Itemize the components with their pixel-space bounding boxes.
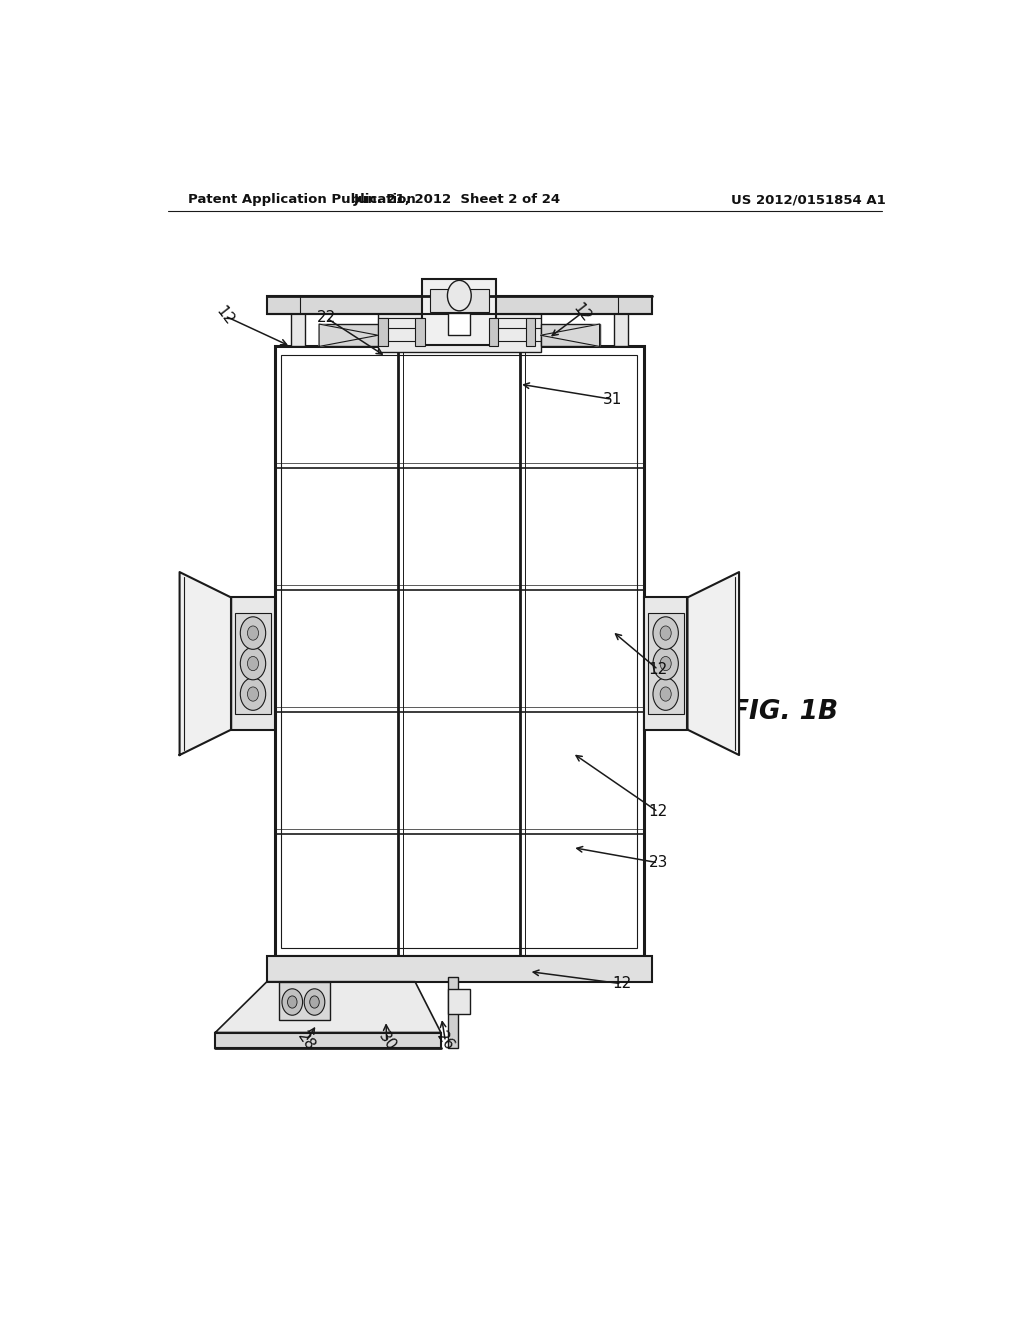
Text: 22: 22 (316, 310, 336, 326)
Circle shape (241, 647, 265, 680)
Circle shape (653, 647, 678, 680)
Circle shape (248, 686, 258, 701)
Circle shape (660, 626, 671, 640)
Circle shape (288, 995, 297, 1008)
Text: 12: 12 (612, 977, 631, 991)
Bar (449, 313, 470, 335)
Bar (267, 956, 652, 982)
Text: 26: 26 (434, 1030, 457, 1053)
Circle shape (304, 989, 325, 1015)
Bar (644, 598, 687, 730)
Bar (291, 296, 305, 346)
Text: 12: 12 (648, 663, 668, 677)
Bar (648, 612, 684, 714)
Text: Patent Application Publication: Patent Application Publication (187, 193, 416, 206)
Bar (282, 355, 638, 948)
Circle shape (653, 616, 678, 649)
Bar (525, 318, 536, 346)
Text: 31: 31 (602, 392, 622, 407)
Bar (423, 280, 497, 346)
Bar (541, 325, 600, 346)
Text: US 2012/0151854 A1: US 2012/0151854 A1 (731, 193, 886, 206)
Text: 23: 23 (648, 855, 668, 870)
Bar (415, 318, 425, 346)
Circle shape (653, 677, 678, 710)
Bar (437, 290, 481, 351)
Bar (449, 989, 470, 1014)
Bar (613, 296, 628, 346)
Circle shape (241, 616, 265, 649)
Bar (319, 325, 378, 346)
Bar (449, 977, 458, 1048)
Bar (274, 346, 644, 956)
Polygon shape (215, 982, 441, 1032)
Text: 12: 12 (648, 804, 668, 820)
Circle shape (660, 656, 671, 671)
Circle shape (282, 989, 303, 1015)
Bar (430, 289, 488, 313)
Text: 28: 28 (294, 1030, 317, 1053)
Circle shape (248, 656, 258, 671)
Text: 12: 12 (213, 304, 237, 329)
Bar (236, 612, 270, 714)
Bar (231, 598, 274, 730)
Circle shape (241, 677, 265, 710)
Circle shape (660, 686, 671, 701)
Text: 12: 12 (570, 301, 594, 325)
Text: FIG. 1B: FIG. 1B (731, 700, 839, 725)
Text: 30: 30 (375, 1030, 398, 1053)
Bar (279, 982, 331, 1020)
Bar (378, 318, 388, 346)
Bar (215, 1032, 441, 1048)
Circle shape (309, 995, 319, 1008)
Polygon shape (319, 325, 378, 346)
Polygon shape (687, 572, 739, 755)
Polygon shape (179, 572, 231, 755)
Bar (488, 318, 499, 346)
Circle shape (248, 626, 258, 640)
Text: Jun. 21, 2012  Sheet 2 of 24: Jun. 21, 2012 Sheet 2 of 24 (353, 193, 561, 206)
Bar (267, 296, 652, 314)
Polygon shape (541, 325, 600, 346)
Bar (378, 296, 541, 351)
Circle shape (447, 280, 471, 312)
